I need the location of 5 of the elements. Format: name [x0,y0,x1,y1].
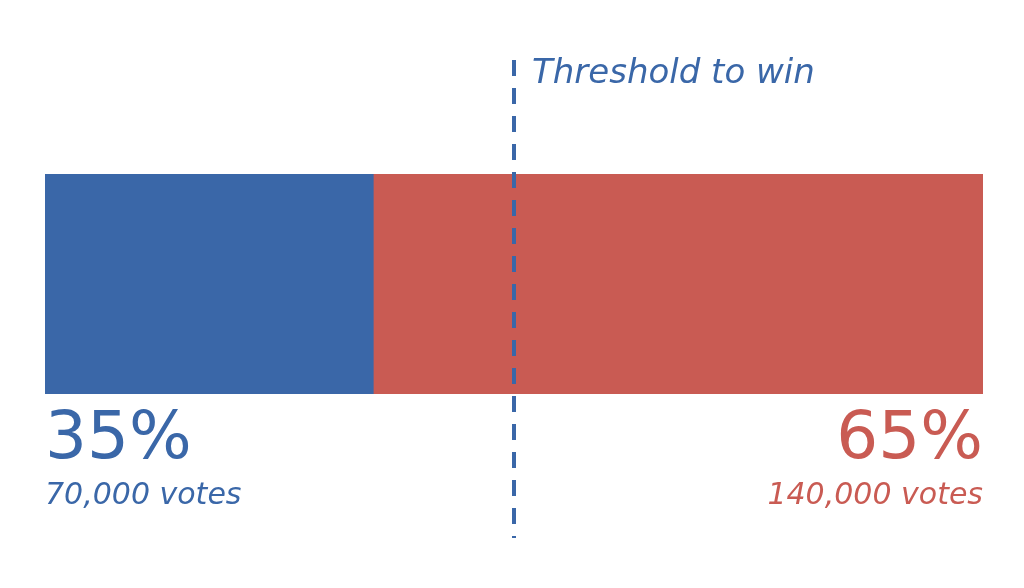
data-label: 35% [45,397,192,474]
text: 140,000 votes [767,476,983,511]
data-label: 65% [836,397,983,474]
text: 70,000 votes [45,476,242,511]
ref-line-label: Threshold to win [532,50,815,91]
